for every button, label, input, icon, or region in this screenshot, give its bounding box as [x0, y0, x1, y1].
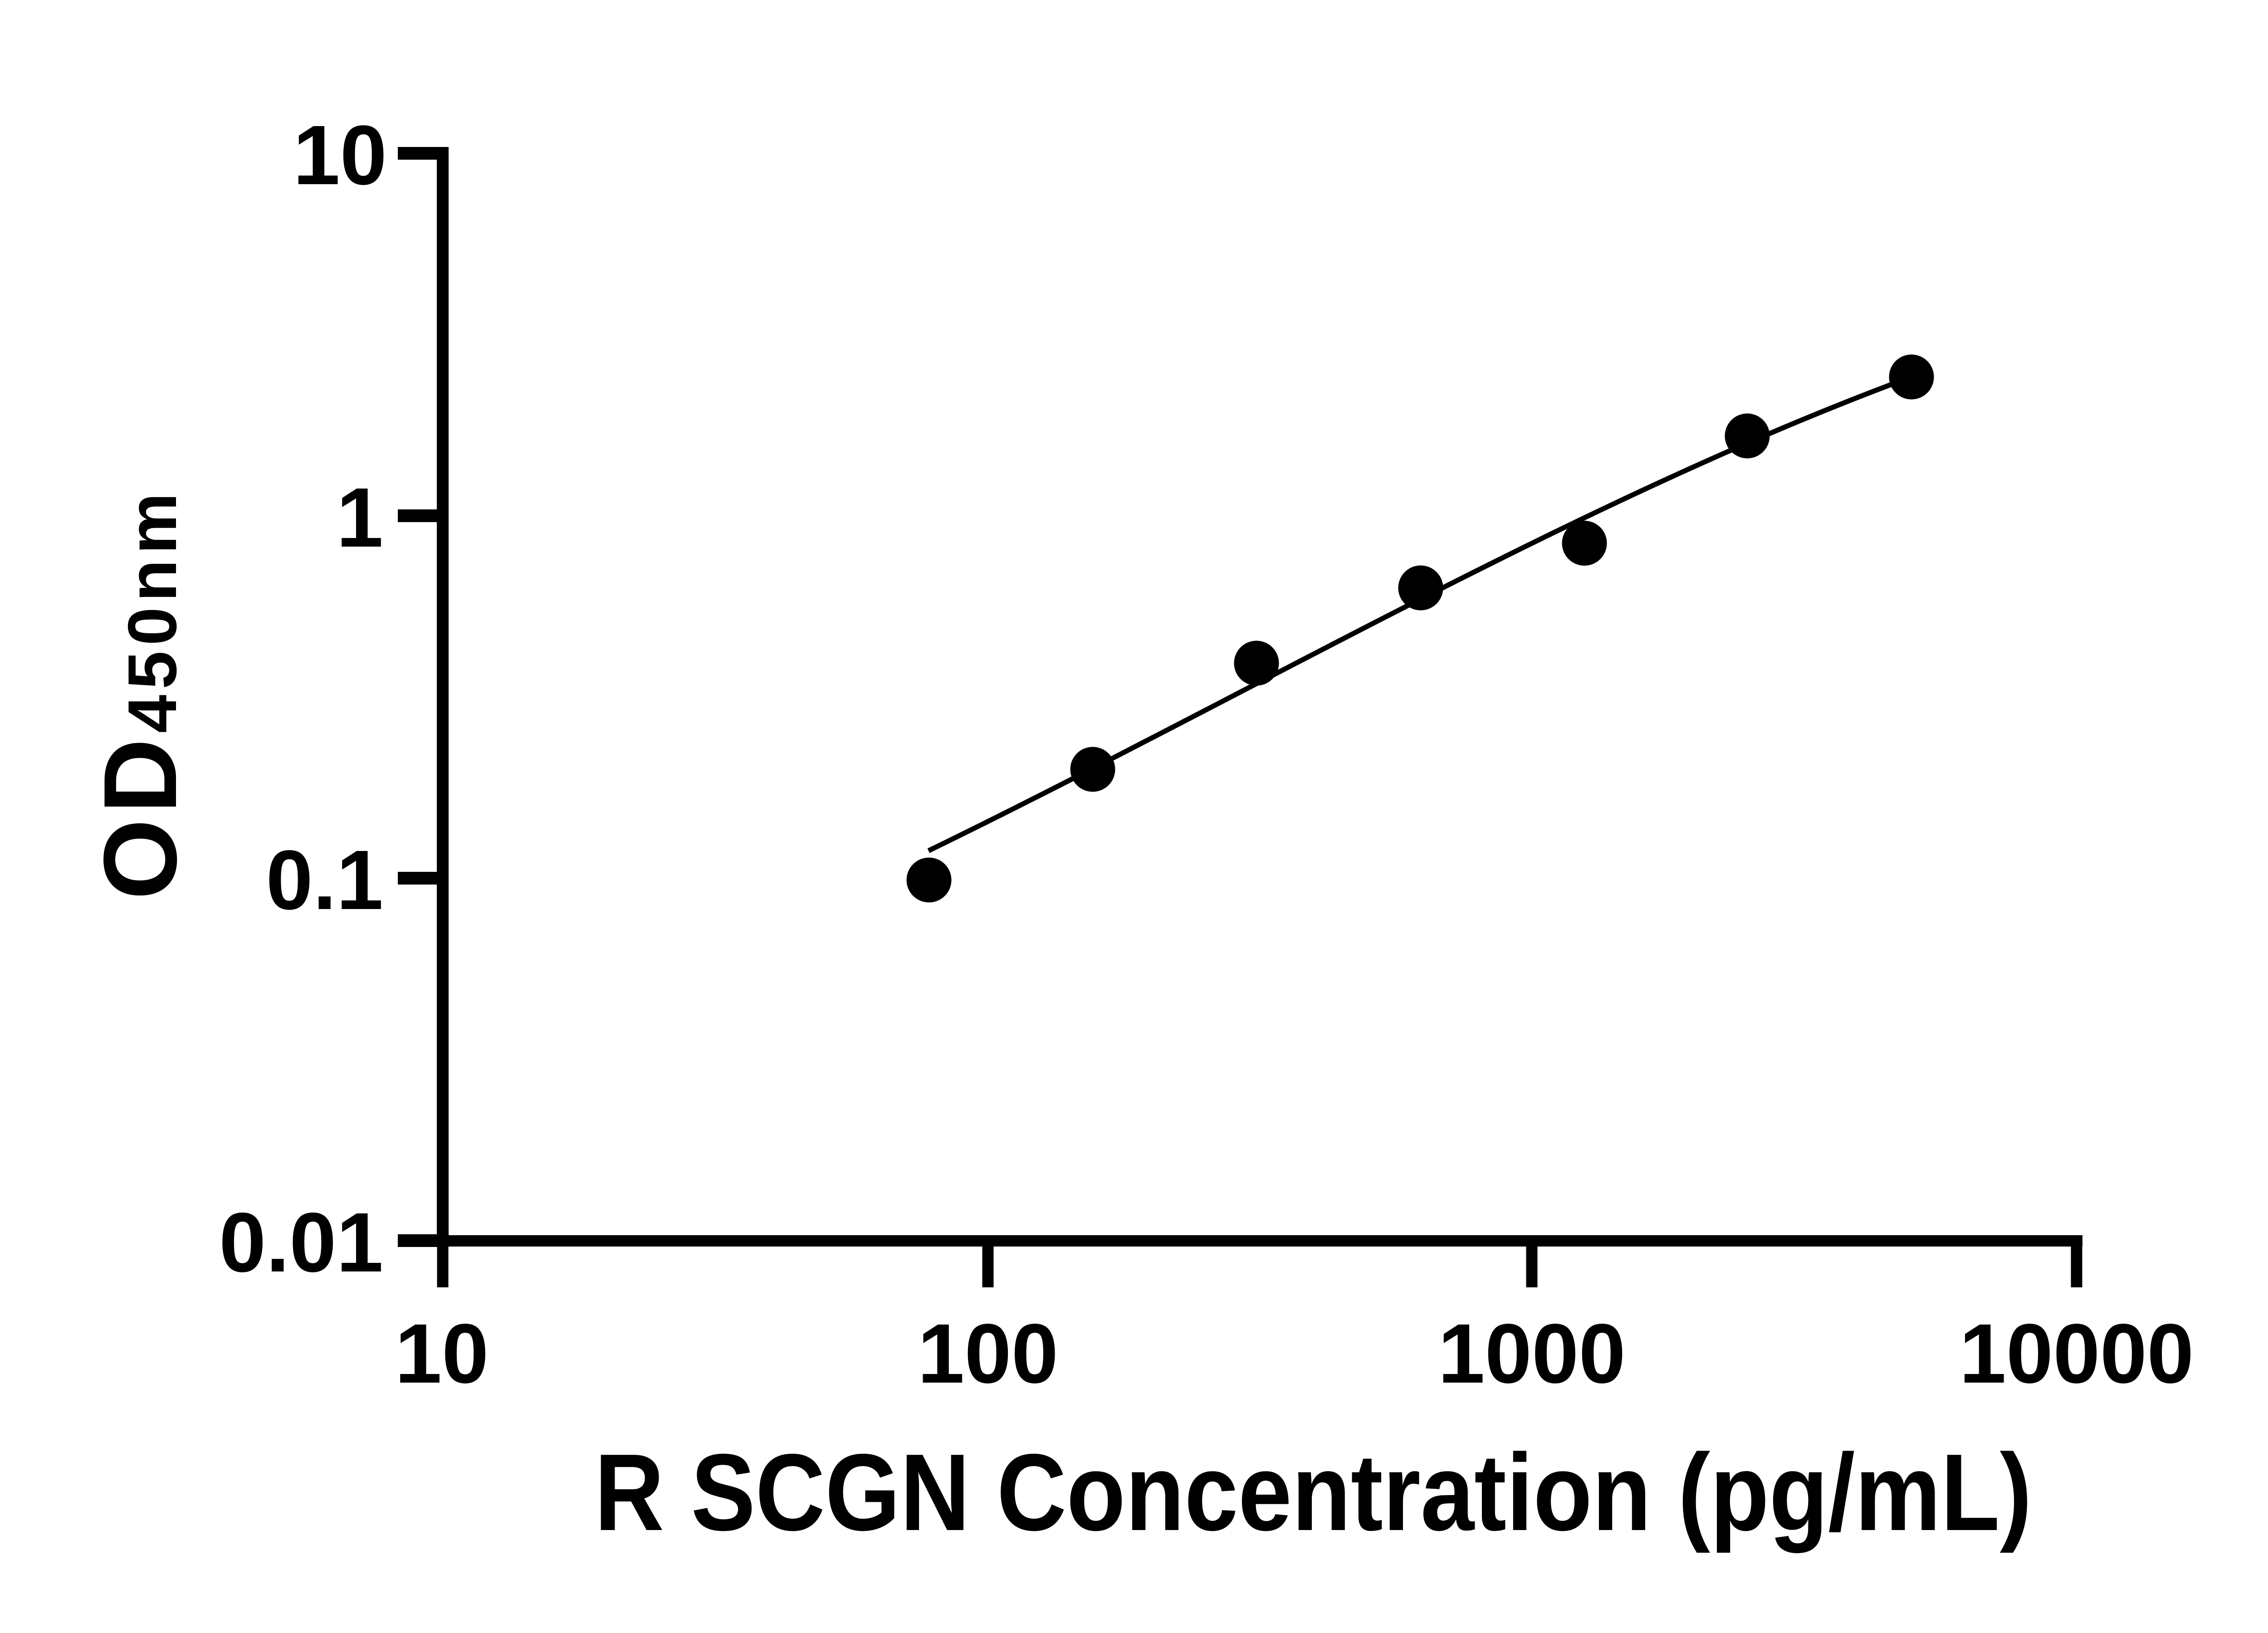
svg-text:10: 10	[395, 1307, 489, 1401]
svg-text:1: 1	[337, 471, 383, 565]
svg-text:R SCGN Concentration (pg/mL): R SCGN Concentration (pg/mL)	[595, 1432, 2032, 1554]
svg-text:0.1: 0.1	[266, 833, 383, 927]
svg-text:1000: 1000	[1438, 1307, 1626, 1401]
svg-text:100: 100	[918, 1307, 1058, 1401]
svg-text:10: 10	[293, 108, 387, 202]
svg-text:10000: 10000	[1959, 1307, 2194, 1401]
svg-text:OD450nm: OD450nm	[82, 487, 198, 900]
svg-text:0.01: 0.01	[219, 1196, 383, 1290]
